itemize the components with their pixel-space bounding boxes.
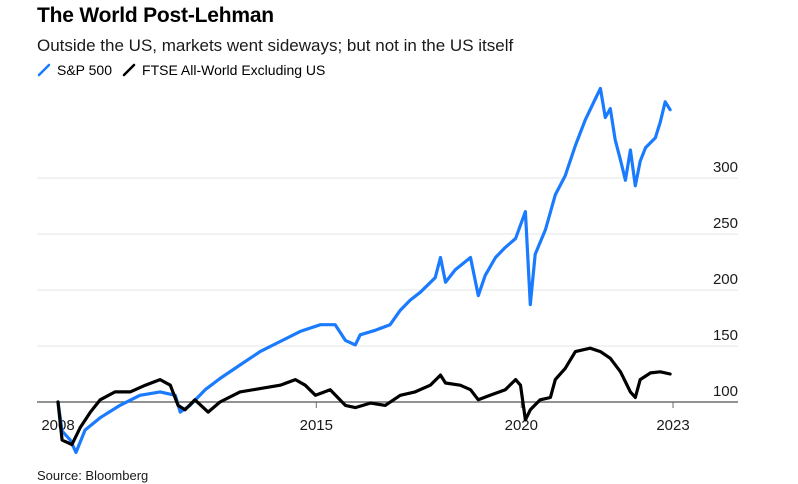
legend: S&P 500 FTSE All-World Excluding US	[37, 62, 335, 78]
x-tick-label: 2020	[505, 417, 538, 434]
x-tick-label: 2008	[41, 417, 74, 434]
legend-swatch-ftse-icon	[122, 63, 136, 77]
chart-title: The World Post-Lehman	[37, 4, 274, 27]
y-tick-label: 150	[713, 327, 738, 344]
legend-item-sp500: S&P 500	[37, 62, 112, 78]
series-line-ftse	[56, 346, 672, 447]
legend-label-sp500: S&P 500	[57, 62, 113, 78]
series-line-sp500	[56, 86, 672, 454]
y-tick-label: 250	[713, 215, 738, 232]
legend-item-ftse: FTSE All-World Excluding US	[122, 62, 325, 78]
y-tick-label: 200	[713, 271, 738, 288]
y-tick-label: 300	[713, 159, 738, 176]
legend-swatch-sp500-icon	[37, 63, 51, 77]
y-tick-label: 100	[713, 383, 738, 400]
x-tick-label: 2015	[300, 417, 333, 434]
chart-subtitle: Outside the US, markets went sideways; b…	[37, 36, 514, 55]
source-note: Source: Bloomberg	[37, 468, 149, 483]
x-tick-label: 2023	[656, 417, 689, 434]
legend-label-ftse: FTSE All-World Excluding US	[142, 62, 326, 78]
